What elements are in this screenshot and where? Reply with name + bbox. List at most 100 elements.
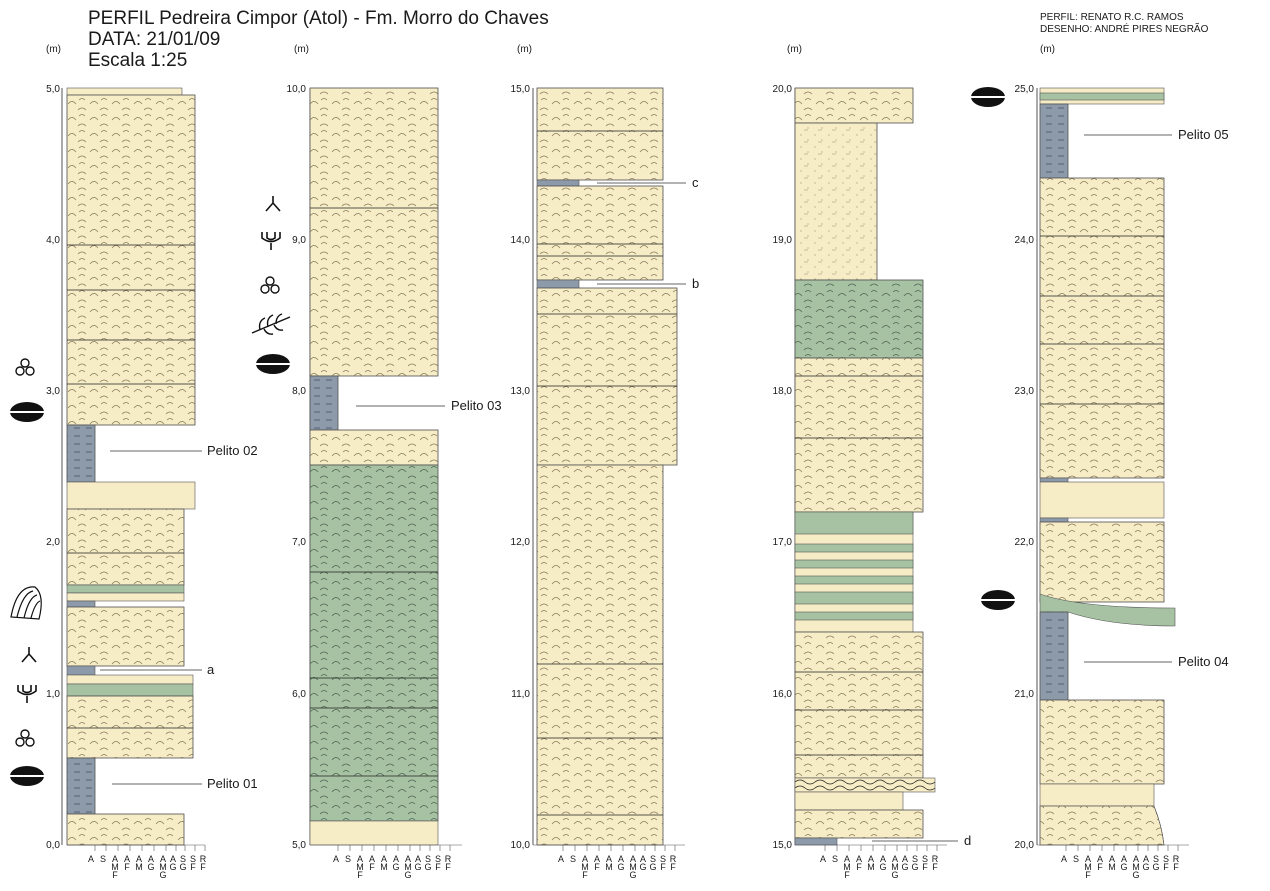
bed-label-pelito-05: Pelito 05 <box>1178 127 1229 142</box>
grain-size-label: M <box>135 862 143 872</box>
pelite-bed <box>1039 103 1069 179</box>
lithology-bed <box>794 122 878 281</box>
tick-labels-3: 15,0 14,0 13,0 12,0 11,0 10,0 <box>511 84 531 851</box>
bed-label-pelito-01: Pelito 01 <box>207 776 258 791</box>
grain-size-label: A <box>868 854 874 864</box>
grain-size-label: S <box>922 854 928 864</box>
pelite-bed <box>1039 611 1069 701</box>
tick-label: 10,0 <box>287 84 307 95</box>
grain-size-label: F <box>112 870 118 880</box>
grain-size-label: A <box>381 854 387 864</box>
tick-label: 16,0 <box>773 689 793 700</box>
grain-size-ticks <box>533 844 685 851</box>
unit-label-5: (m) <box>1040 44 1055 55</box>
burrow-y-icon <box>265 196 281 212</box>
unit-label-1: (m) <box>46 44 61 55</box>
grain-size-label: M <box>1084 862 1092 872</box>
grain-size-label: A <box>594 854 600 864</box>
grain-size-label: M <box>581 862 589 872</box>
tick-label: 10,0 <box>511 840 531 851</box>
bed-label-pelito-03: Pelito 03 <box>451 398 502 413</box>
lithology-bed <box>309 429 439 466</box>
grain-size-label: F <box>369 862 375 872</box>
grain-size-label: A <box>333 854 339 864</box>
grain-size-label: A <box>357 854 363 864</box>
grain-size-label: S <box>570 854 576 864</box>
tick-label: 18,0 <box>773 386 793 397</box>
ooid-icon <box>15 358 35 376</box>
grain-size-label: A <box>1061 854 1067 864</box>
grain-size-label: S <box>650 854 656 864</box>
grain-size-ticks <box>67 844 206 851</box>
lens-icon <box>10 402 44 422</box>
grain-size-label: S <box>832 854 838 864</box>
grain-size-label: A <box>88 854 94 864</box>
grain-size-label: F <box>582 870 588 880</box>
grain-size-label: S <box>100 854 106 864</box>
tick-label: 2,0 <box>46 537 60 548</box>
grain-size-label: A <box>618 854 624 864</box>
lithology-bed <box>66 674 194 685</box>
tick-label: 9,0 <box>292 235 306 246</box>
lithology-bed <box>536 87 664 181</box>
tick-label: 17,0 <box>773 537 793 548</box>
grain-size-label: A <box>170 854 176 864</box>
tick-label: 1,0 <box>46 689 60 700</box>
grain-size-label: G <box>159 870 166 880</box>
grain-size-label: S <box>435 854 441 864</box>
grain-size-label: F <box>1097 862 1103 872</box>
grain-size-label: R <box>200 854 207 864</box>
profile-scale: Escala 1:25 <box>88 50 188 71</box>
bed-label-c: c <box>692 175 699 190</box>
bed-label-a: a <box>207 662 215 677</box>
grain-size-label: F <box>1163 862 1169 872</box>
lens-icon <box>10 766 44 786</box>
grain-size-label: R <box>670 854 677 864</box>
grain-size-label: F <box>435 862 441 872</box>
tick-label: 25,0 <box>1015 84 1035 95</box>
grain-size-label: G <box>911 862 918 872</box>
tick-label: 21,0 <box>1015 689 1035 700</box>
lithology-bed <box>1039 783 1155 807</box>
grain-size-label: G <box>147 862 154 872</box>
grain-size-label: A <box>1109 854 1115 864</box>
lithology-bed <box>1039 805 1165 846</box>
grain-size-label: A <box>1085 854 1091 864</box>
green-bed <box>66 683 194 697</box>
grain-size-label: G <box>1132 870 1139 880</box>
bed-label-b: b <box>692 276 699 291</box>
grain-size-label: S <box>912 854 918 864</box>
pelite-bed <box>309 375 339 431</box>
grain-size-label: M <box>629 862 637 872</box>
green-bed <box>309 464 439 822</box>
grain-size-label: S <box>1163 854 1169 864</box>
pelite-bed <box>1039 477 1069 483</box>
grain-size-label: F <box>594 862 600 872</box>
grain-size-label: A <box>136 854 142 864</box>
grain-size-label: A <box>630 854 636 864</box>
column-2: (m) 10,0 9,0 8,0 7,0 6,0 5,0 <box>251 44 502 880</box>
grain-size-label: F <box>856 862 862 872</box>
lithology-bed <box>66 481 196 510</box>
grain-size-label: G <box>617 862 624 872</box>
green-bed <box>794 543 914 553</box>
grain-size-label: A <box>844 854 850 864</box>
grain-size-label: M <box>380 862 388 872</box>
grain-size-label: G <box>179 862 186 872</box>
green-bed <box>794 611 914 621</box>
lithology-bed <box>794 777 936 793</box>
lithology-bed <box>66 94 196 426</box>
grain-size-label: F <box>357 870 363 880</box>
tick-labels-2: 10,0 9,0 8,0 7,0 6,0 5,0 <box>287 84 307 851</box>
tick-label: 4,0 <box>46 235 60 246</box>
tick-label: 14,0 <box>511 235 531 246</box>
grain-size-label: G <box>649 862 656 872</box>
lithology-bed <box>66 592 185 602</box>
lithology-bed <box>66 87 183 96</box>
grain-size-label: A <box>582 854 588 864</box>
lithology-bed <box>536 287 678 466</box>
tick-label: 3,0 <box>46 386 60 397</box>
tick-labels-4: 20,0 19,0 18,0 17,0 16,0 15,0 <box>773 84 793 851</box>
